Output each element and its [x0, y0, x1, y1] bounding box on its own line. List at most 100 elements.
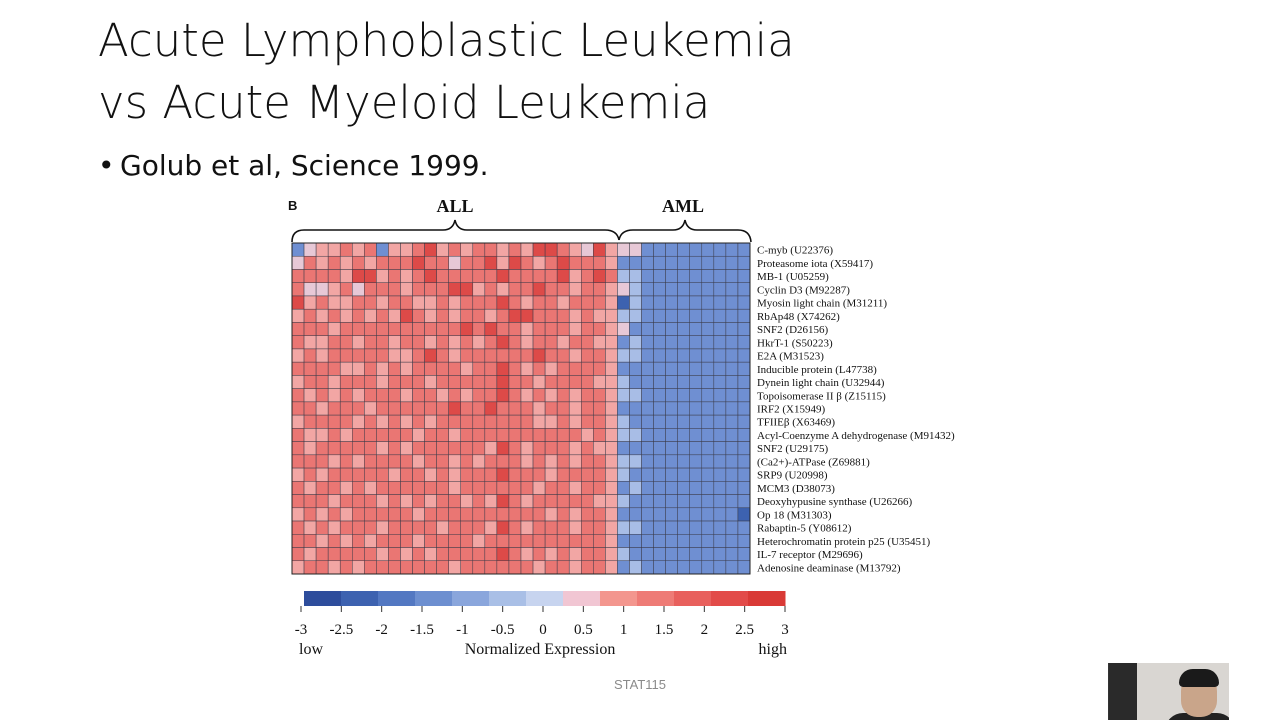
colorbar-tick-label: 2.5 — [735, 622, 754, 638]
heatmap-cell — [737, 388, 751, 403]
heatmap-cell — [641, 322, 654, 336]
heatmap-cell — [556, 388, 570, 403]
heatmap-cell — [629, 269, 642, 283]
heatmap-cell — [339, 255, 353, 270]
heatmap-cell — [291, 348, 305, 363]
heatmap-cell — [315, 269, 329, 283]
heatmap-cell — [412, 282, 425, 297]
heatmap-cell — [327, 295, 341, 310]
heatmap-cell — [303, 547, 317, 562]
heatmap-cell — [701, 255, 715, 270]
heatmap-cell — [544, 441, 558, 456]
heatmap-cell — [412, 560, 425, 575]
heatmap-cell — [400, 467, 413, 482]
panel-label: B — [288, 198, 297, 213]
heatmap-cell — [677, 507, 690, 522]
heatmap-cell — [388, 308, 401, 323]
heatmap-cell — [556, 560, 570, 575]
heatmap-cell — [303, 481, 317, 495]
heatmap-cell — [701, 507, 715, 522]
heatmap-cell — [303, 560, 317, 575]
heatmap-cell — [520, 322, 534, 336]
heatmap-cell — [544, 242, 558, 257]
title-line-1: Acute Lymphoblastic Leukemia — [98, 14, 795, 67]
heatmap-cell — [556, 308, 570, 323]
heatmap-cell — [303, 242, 317, 257]
heatmap-cell — [412, 295, 425, 310]
heatmap-cell — [677, 454, 690, 469]
heatmap-cell — [593, 520, 606, 535]
heatmap-cell — [327, 534, 341, 548]
heatmap-cell — [424, 481, 437, 495]
heatmap-cell — [556, 269, 570, 283]
heatmap-cell — [472, 520, 486, 535]
heatmap-cell — [327, 547, 341, 562]
heatmap-cell — [327, 481, 341, 495]
heatmap-cell — [593, 335, 606, 350]
heatmap-cell — [725, 454, 739, 469]
heatmap-cell — [472, 388, 486, 403]
heatmap-cell — [472, 560, 486, 575]
heatmap-cell — [339, 481, 353, 495]
heatmap-cell — [653, 269, 666, 283]
heatmap-cell — [593, 269, 606, 283]
heatmap-cell — [653, 560, 666, 575]
heatmap-cell — [605, 361, 618, 376]
heatmap-cell — [568, 375, 582, 389]
heatmap-cell — [315, 507, 329, 522]
gene-label: MCM3 (D38073) — [757, 483, 835, 495]
heatmap-cell — [508, 467, 522, 482]
heatmap-cell — [544, 282, 558, 297]
heatmap-cell — [364, 255, 377, 270]
heatmap-cell — [520, 481, 534, 495]
heatmap-cell — [581, 282, 594, 297]
heatmap-cell — [617, 388, 630, 403]
heatmap-cell — [496, 388, 510, 403]
heatmap-cell — [484, 560, 498, 575]
heatmap-cell — [641, 534, 654, 548]
heatmap-cell — [424, 282, 437, 297]
heatmap-cell — [327, 560, 341, 575]
heatmap-cell — [484, 467, 498, 482]
heatmap-cell — [568, 481, 582, 495]
heatmap-cell — [388, 494, 401, 509]
gene-label: Op 18 (M31303) — [757, 509, 832, 521]
heatmap-cell — [496, 295, 510, 310]
heatmap-cell — [496, 282, 510, 297]
heatmap-cell — [593, 361, 606, 376]
heatmap-cell — [581, 322, 594, 336]
heatmap-cell — [352, 322, 365, 336]
heatmap-cell — [725, 242, 739, 257]
heatmap-cell — [701, 494, 715, 509]
heatmap-cell — [677, 481, 690, 495]
heatmap-cell — [629, 348, 642, 363]
heatmap-cell — [653, 282, 666, 297]
heatmap-cell — [556, 428, 570, 442]
heatmap-cell — [400, 255, 413, 270]
heatmap-cell — [364, 481, 377, 495]
heatmap-cell — [689, 560, 703, 575]
heatmap-cell — [725, 375, 739, 389]
heatmap-cell — [725, 467, 739, 482]
heatmap-cell — [448, 481, 461, 495]
heatmap-cell — [629, 454, 642, 469]
heatmap-cell — [412, 242, 425, 257]
heatmap-cell — [400, 242, 413, 257]
heatmap-cell — [737, 454, 751, 469]
heatmap-cell — [701, 335, 715, 350]
heatmap-cell — [448, 255, 461, 270]
heatmap-cell — [339, 282, 353, 297]
heatmap-cell — [339, 242, 353, 257]
heatmap-cell — [460, 494, 474, 509]
heatmap-cell — [737, 322, 751, 336]
heatmap-cell — [448, 507, 461, 522]
heatmap-cell — [508, 348, 522, 363]
heatmap-cell — [315, 375, 329, 389]
heatmap-cell — [484, 361, 498, 376]
heatmap-cell — [568, 428, 582, 442]
heatmap-cell — [436, 507, 449, 522]
heatmap-cell — [556, 534, 570, 548]
heatmap-cell — [448, 388, 461, 403]
heatmap-cell — [605, 428, 618, 442]
